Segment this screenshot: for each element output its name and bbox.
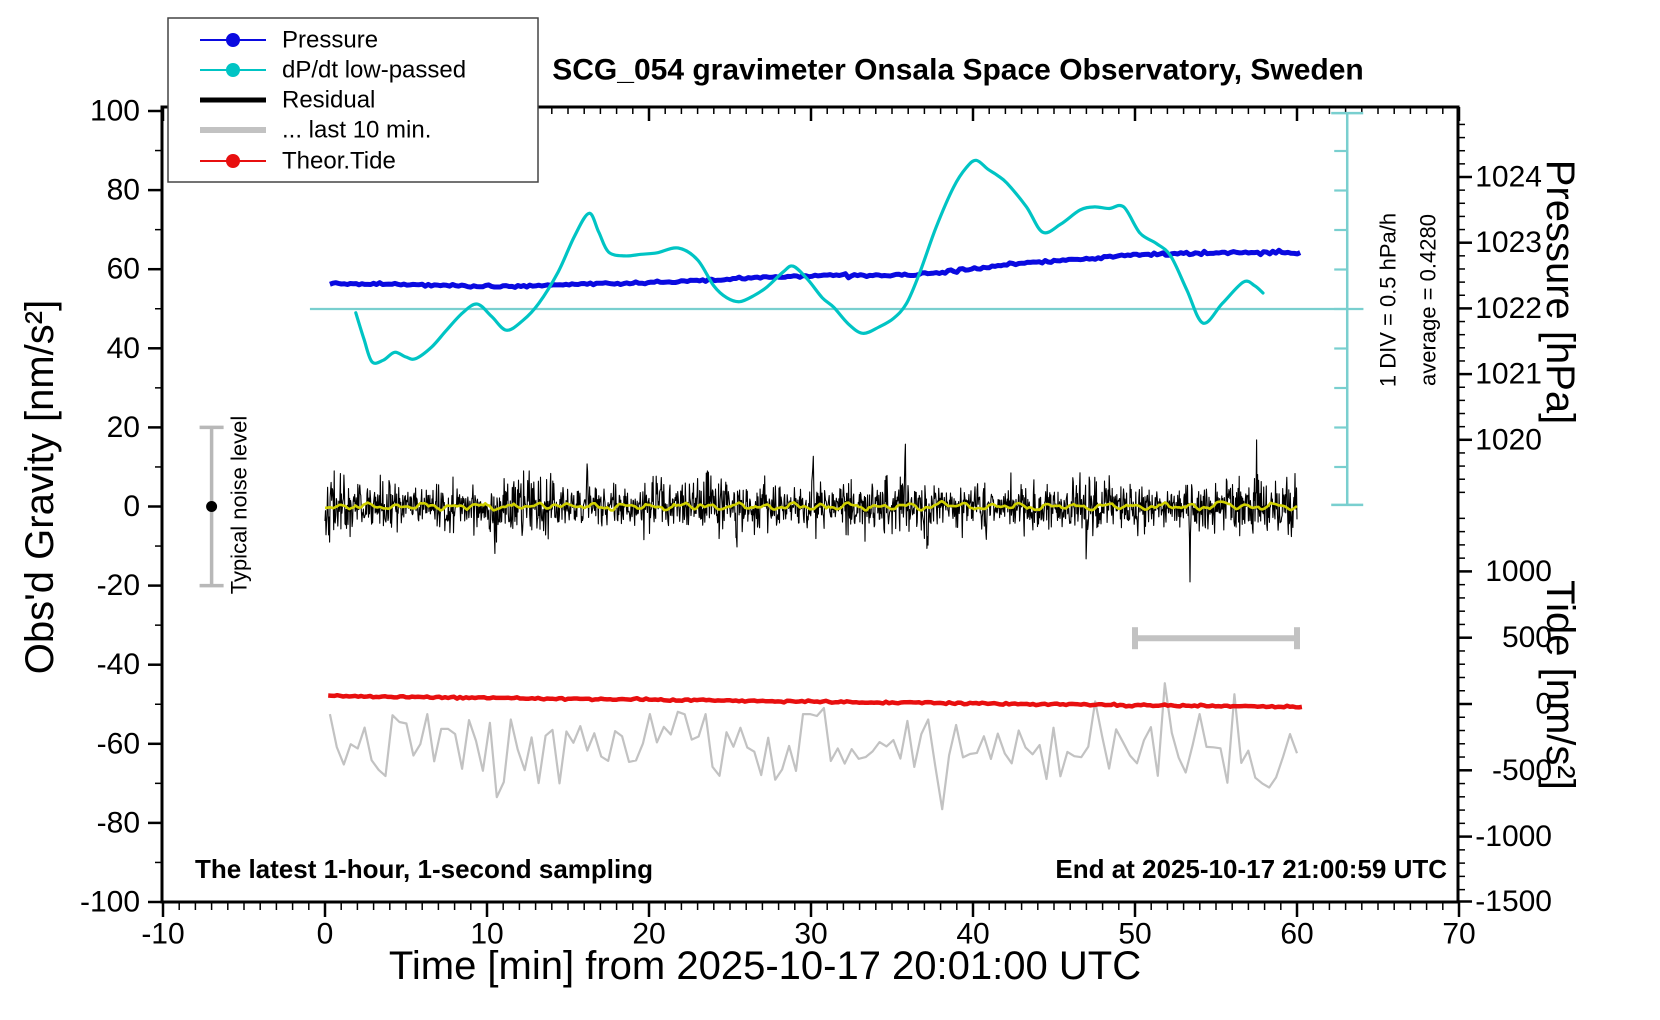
legend-item: ... last 10 min. xyxy=(200,117,431,144)
tick-label: 80 xyxy=(107,174,140,207)
tick-label: -1000 xyxy=(1475,820,1552,853)
end-time-note: End at 2025-10-17 21:00:59 UTC xyxy=(1055,854,1447,884)
legend-item: Residual xyxy=(200,87,375,114)
pressure-axis-title: Pressure [hPa] xyxy=(1538,160,1582,425)
tick-label: 20 xyxy=(107,411,140,444)
tick-label: -60 xyxy=(97,727,140,760)
tick-label: 100 xyxy=(90,95,140,128)
typical-noise-level-label: Typical noise level xyxy=(227,416,252,595)
legend-item-label: Residual xyxy=(282,87,375,114)
pressure-series xyxy=(329,247,1302,290)
residual-lowpassed-series xyxy=(325,499,1298,512)
legend-item: dP/dt low-passed xyxy=(200,57,466,84)
tick-label: 1021 xyxy=(1475,358,1542,391)
legend-item-label: Pressure xyxy=(282,27,378,54)
tick-label: 50 xyxy=(1118,918,1151,951)
legend-item-label: Theor.Tide xyxy=(282,148,396,175)
last-10-min-series xyxy=(328,682,1299,811)
legend-sample-dot xyxy=(226,33,240,47)
tick-label: 1020 xyxy=(1475,423,1542,456)
tide-axis-title: Tide [nm/s²] xyxy=(1538,580,1582,790)
legend-sample-dot xyxy=(226,154,240,168)
tick-label: 0 xyxy=(317,918,334,951)
legend-sample-dot xyxy=(226,63,240,77)
sampling-note: The latest 1-hour, 1-second sampling xyxy=(195,854,653,884)
dpdt-average-note: average = 0.4280 xyxy=(1416,214,1441,386)
theor-tide-series xyxy=(328,692,1303,710)
tick-label: -20 xyxy=(97,569,140,602)
tick-label: 10 xyxy=(470,918,503,951)
noise-level-dot xyxy=(206,501,218,512)
tick-label: 20 xyxy=(632,918,665,951)
tick-label: 30 xyxy=(794,918,827,951)
chart-series xyxy=(324,158,1303,811)
legend: Pressure dP/dt low-passed Residual ... last… xyxy=(167,17,539,183)
tick-label: 40 xyxy=(107,332,140,365)
legend-item-label: dP/dt low-passed xyxy=(282,57,466,84)
legend-item: Pressure xyxy=(200,27,378,54)
tick-label: 40 xyxy=(956,918,989,951)
tick-label: 1000 xyxy=(1485,555,1552,588)
x-axis-title: Time [min] from 2025-10-17 20:01:00 UTC xyxy=(389,944,1141,988)
tick-label: 0 xyxy=(1535,688,1552,721)
tick-label: 500 xyxy=(1502,621,1552,654)
tick-label: 1024 xyxy=(1475,161,1542,194)
tick-label: -100 xyxy=(80,886,140,919)
tick-label: 70 xyxy=(1442,918,1475,951)
residual-series xyxy=(324,439,1298,583)
y-left-axis-title: Obs'd Gravity [nm/s²] xyxy=(18,300,62,674)
tick-label: -40 xyxy=(97,648,140,681)
chart-title: SCG_054 gravimeter Onsala Space Observat… xyxy=(552,54,1364,87)
tick-label: -500 xyxy=(1492,754,1552,787)
chart-markers xyxy=(199,111,1364,650)
dpdt-lowpassed-series xyxy=(354,158,1265,365)
legend-item: Theor.Tide xyxy=(200,148,396,175)
tick-label: 1023 xyxy=(1475,226,1542,259)
tick-label: 1022 xyxy=(1475,292,1542,325)
tick-label: 0 xyxy=(123,490,140,523)
dpdt-div-scale-note: 1 DIV = 0.5 hPa/h xyxy=(1376,213,1401,387)
axis-tick-labels: -10 0 10 20 30 40 50 60 70100806040200-20-40-60-… xyxy=(80,95,1552,951)
tick-label: -80 xyxy=(97,806,140,839)
tick-label: 60 xyxy=(107,253,140,286)
tick-label: -10 xyxy=(141,918,184,951)
legend-item-label: ... last 10 min. xyxy=(282,117,431,144)
tick-label: 60 xyxy=(1280,918,1313,951)
tick-label: -1500 xyxy=(1475,885,1552,918)
